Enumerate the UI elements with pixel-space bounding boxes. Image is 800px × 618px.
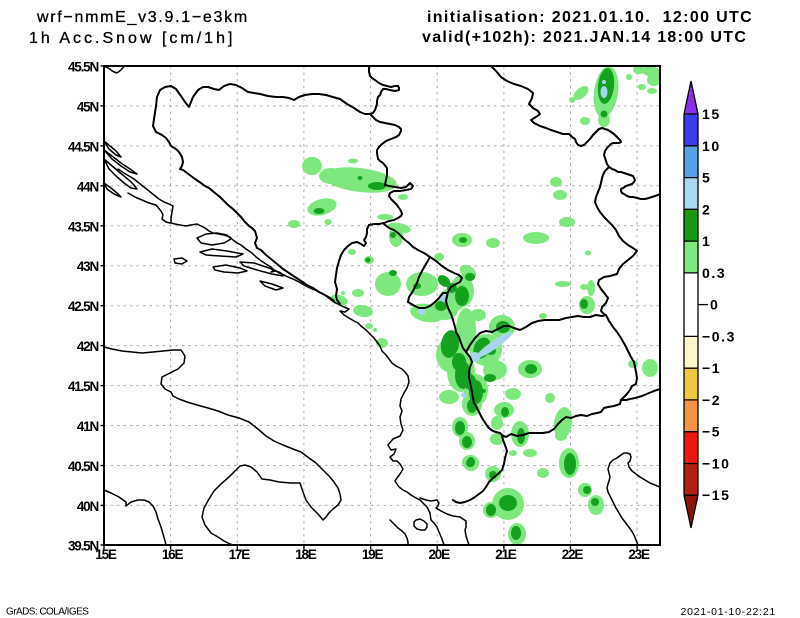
svg-text:44.5N: 44.5N: [68, 139, 98, 154]
svg-text:45N: 45N: [77, 99, 99, 114]
svg-text:0.3: 0.3: [702, 265, 726, 281]
svg-text:20E: 20E: [428, 547, 450, 562]
svg-text:5: 5: [702, 170, 711, 186]
svg-text:41N: 41N: [77, 419, 99, 434]
svg-text:43N: 43N: [77, 259, 99, 274]
svg-text:17E: 17E: [229, 547, 251, 562]
svg-text:15E: 15E: [95, 547, 117, 562]
svg-text:0: 0: [710, 297, 719, 313]
svg-text:−0.3: −0.3: [702, 328, 736, 344]
svg-text:16E: 16E: [162, 547, 184, 562]
svg-text:1: 1: [702, 233, 711, 249]
svg-text:−1: −1: [702, 360, 721, 376]
svg-text:22E: 22E: [562, 547, 584, 562]
svg-text:44N: 44N: [77, 179, 99, 194]
svg-text:wrf−nmmE_v3.9.1−e3km: wrf−nmmE_v3.9.1−e3km: [36, 9, 249, 26]
svg-text:40.5N: 40.5N: [68, 459, 98, 474]
svg-text:45.5N: 45.5N: [68, 60, 98, 75]
svg-text:10: 10: [702, 138, 721, 154]
svg-text:42.5N: 42.5N: [68, 299, 98, 314]
svg-text:15: 15: [702, 106, 721, 122]
svg-text:18E: 18E: [295, 547, 317, 562]
svg-text:42N: 42N: [77, 339, 99, 354]
svg-text:−2: −2: [702, 392, 721, 408]
svg-text:valid(+102h): 2021.JAN.14 18:0: valid(+102h): 2021.JAN.14 18:00 UTC: [422, 29, 747, 46]
svg-text:39.5N: 39.5N: [68, 539, 98, 554]
svg-text:initialisation: 2021.01.10. 1: initialisation: 2021.01.10. 12:00 UTC: [427, 9, 753, 26]
svg-text:GrADS: COLA/IGES: GrADS: COLA/IGES: [6, 607, 89, 618]
svg-text:43.5N: 43.5N: [68, 219, 98, 234]
svg-text:−15: −15: [702, 487, 731, 503]
svg-text:1h Acc.Snow [cm/1h]: 1h Acc.Snow [cm/1h]: [29, 30, 235, 47]
svg-text:2021-01-10-22:21: 2021-01-10-22:21: [681, 606, 776, 618]
svg-text:2: 2: [702, 201, 711, 217]
svg-text:−10: −10: [702, 456, 731, 472]
svg-text:23E: 23E: [628, 547, 650, 562]
svg-text:40N: 40N: [77, 499, 99, 514]
svg-text:41.5N: 41.5N: [68, 379, 98, 394]
svg-text:19E: 19E: [362, 547, 384, 562]
svg-text:−5: −5: [702, 424, 721, 440]
svg-text:21E: 21E: [495, 547, 517, 562]
